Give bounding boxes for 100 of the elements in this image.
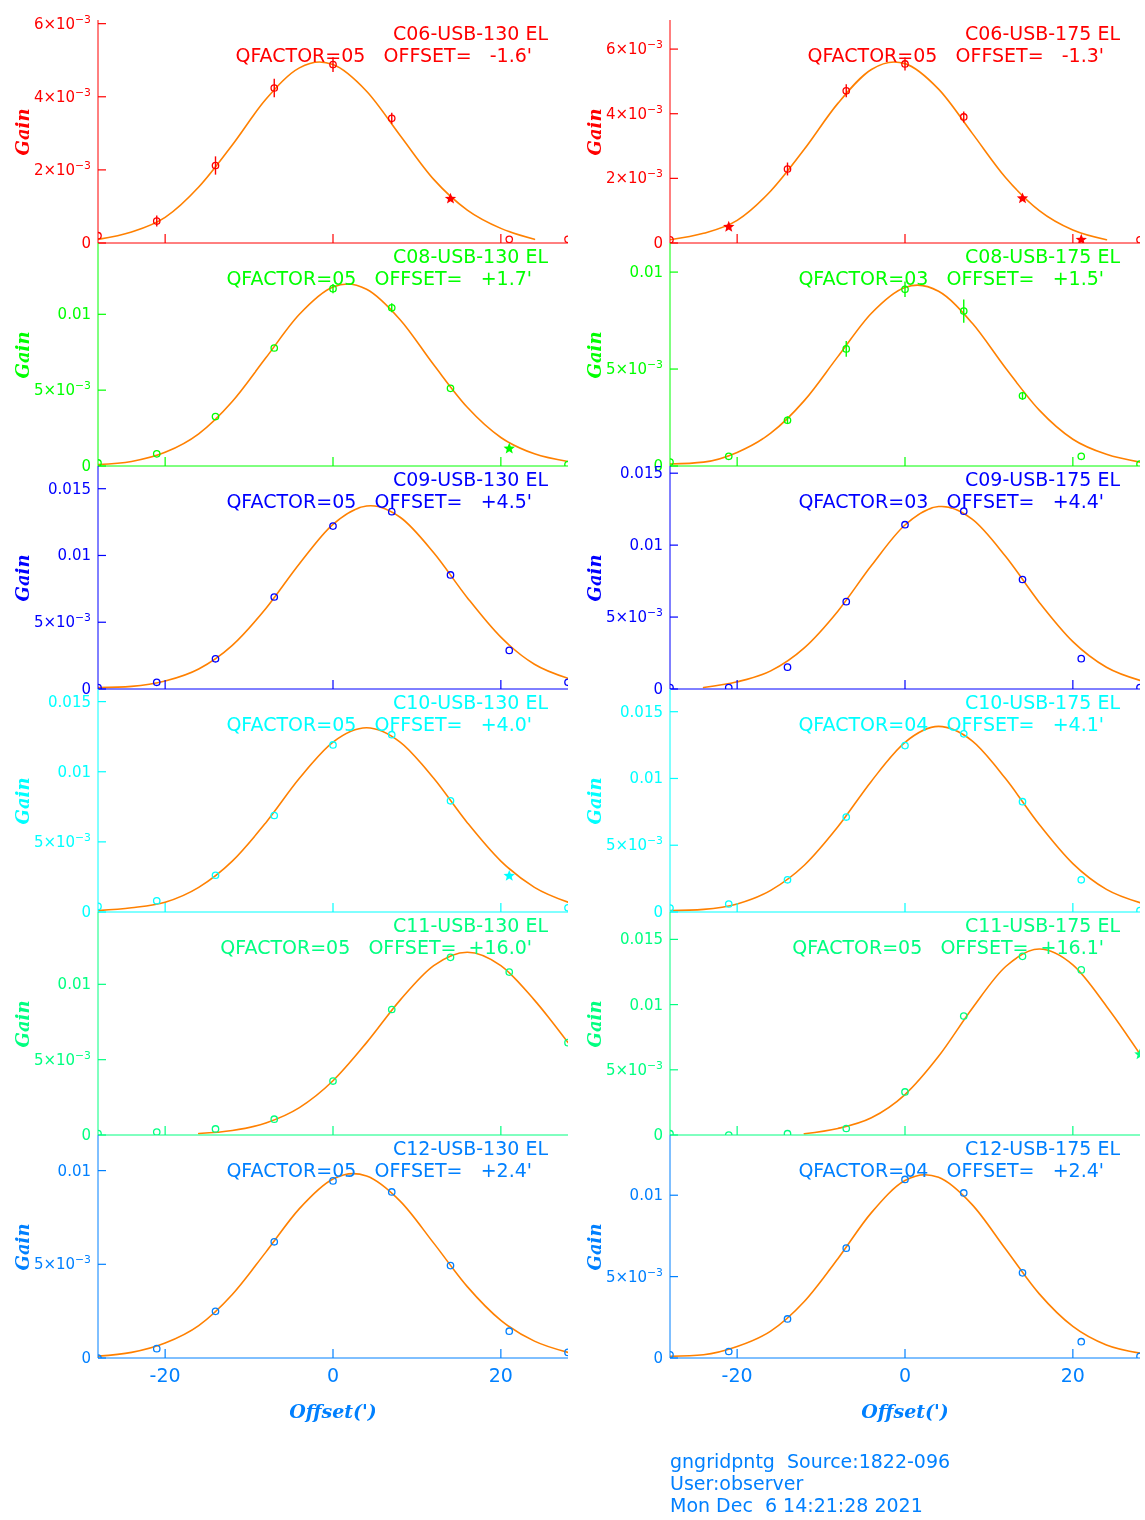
text: QFACTOR=04 OFFSET= +4.1' xyxy=(798,713,1104,735)
point xyxy=(152,450,161,458)
point xyxy=(842,1244,851,1252)
point xyxy=(505,1327,514,1336)
x-tick-label: 0 xyxy=(326,1364,340,1386)
x-tick-label: 0 xyxy=(898,1364,912,1386)
point xyxy=(503,869,515,881)
point xyxy=(270,1237,279,1246)
y-axis-title: Gain xyxy=(11,1223,33,1270)
y-axis-title: Gain xyxy=(583,777,605,824)
point xyxy=(270,84,279,92)
point xyxy=(387,1005,396,1014)
point xyxy=(1075,233,1087,243)
point xyxy=(842,1124,851,1133)
y-axis-title: Gain xyxy=(583,1223,605,1270)
point xyxy=(329,741,337,749)
y-tick-label: 5×10$^{−3}$ xyxy=(605,605,663,627)
y-tick-label: 0 xyxy=(81,1126,91,1144)
text: QFACTOR=05 OFFSET= -1.6' xyxy=(235,44,532,66)
x-tick-label: 20 xyxy=(1060,1364,1085,1386)
point xyxy=(724,900,733,908)
point xyxy=(211,1307,220,1316)
point xyxy=(901,1088,909,1096)
chart-title: C11-USB-130 EL xyxy=(392,914,548,936)
point xyxy=(505,646,514,655)
y-tick-label: 0.01 xyxy=(57,305,91,324)
y-tick-label: 5×10$^{−3}$ xyxy=(33,1252,91,1274)
point xyxy=(1077,875,1086,884)
point xyxy=(1077,1337,1086,1346)
y-axis-title: Gain xyxy=(583,108,605,155)
point xyxy=(959,1189,968,1197)
point xyxy=(152,896,161,905)
point xyxy=(329,1077,337,1085)
point xyxy=(270,1115,279,1124)
point xyxy=(387,114,396,123)
y-tick-label: 0 xyxy=(653,1126,663,1144)
point xyxy=(1018,575,1027,584)
point xyxy=(211,1125,220,1133)
text: QFACTOR=04 OFFSET= +2.4' xyxy=(798,1159,1104,1181)
y-tick-label: 5×10$^{−3}$ xyxy=(33,1048,91,1069)
y-axis-title: Gain xyxy=(11,331,33,378)
text: QFACTOR=03 OFFSET= +1.5' xyxy=(798,267,1104,289)
point xyxy=(505,235,514,243)
point xyxy=(959,1012,968,1020)
point xyxy=(270,344,279,352)
text: Mon Dec 6 14:21:28 2021 xyxy=(670,1494,923,1516)
point xyxy=(959,307,968,315)
text: QFACTOR=05 OFFSET= +4.5' xyxy=(226,490,532,512)
chart-title: C12-USB-175 EL xyxy=(964,1137,1120,1159)
y-tick-label: 0 xyxy=(81,457,91,475)
point xyxy=(1077,452,1086,461)
y-axis-title: Gain xyxy=(11,108,33,155)
y-tick-label: 6×10$^{−3}$ xyxy=(33,12,91,33)
y-axis-title: Gain xyxy=(11,554,33,601)
y-tick-label: 0.015 xyxy=(620,702,663,721)
y-tick-label: 4×10$^{−3}$ xyxy=(605,102,663,123)
text: QFACTOR=05 OFFSET= +1.7' xyxy=(226,267,532,289)
point xyxy=(1077,966,1086,974)
y-tick-label: 5×10$^{−3}$ xyxy=(33,610,91,632)
y-axis-title: Gain xyxy=(11,777,33,824)
text: QFACTOR=05 OFFSET= -1.3' xyxy=(807,44,1104,66)
point xyxy=(270,593,279,601)
y-tick-label: 0.01 xyxy=(57,546,91,565)
point xyxy=(211,412,220,421)
chart-title: C12-USB-130 EL xyxy=(392,1137,548,1159)
chart-title: C11-USB-175 EL xyxy=(964,914,1120,936)
y-axis-title: Gain xyxy=(11,1000,33,1047)
y-axis-title: Gain xyxy=(583,554,605,601)
y-tick-label: 5×10$^{−3}$ xyxy=(605,1265,663,1286)
point xyxy=(842,86,851,95)
chart-title: C08-USB-130 EL xyxy=(392,245,548,267)
point xyxy=(959,113,968,121)
y-tick-label: 0 xyxy=(653,1349,663,1367)
point xyxy=(842,345,851,353)
x-tick-label: -20 xyxy=(721,1364,753,1386)
y-tick-label: 5×10$^{−3}$ xyxy=(33,378,91,400)
chart-title: C09-USB-175 EL xyxy=(964,468,1120,490)
point xyxy=(446,1261,455,1270)
x-axis-title: Offset(') xyxy=(861,1400,949,1422)
point xyxy=(724,452,733,461)
x-tick-label: 20 xyxy=(488,1364,513,1386)
y-tick-label: 0.01 xyxy=(57,762,91,781)
point xyxy=(446,571,455,579)
y-tick-label: 0.01 xyxy=(57,1161,91,1180)
y-tick-label: 0.01 xyxy=(629,769,663,788)
text: User:observer xyxy=(670,1472,804,1494)
y-tick-label: 6×10$^{−3}$ xyxy=(605,37,663,59)
y-tick-label: 5×10$^{−3}$ xyxy=(605,833,663,855)
y-tick-label: 0.01 xyxy=(629,995,663,1014)
y-tick-label: 4×10$^{−3}$ xyxy=(33,85,91,106)
text: QFACTOR=05 OFFSET= +16.0' xyxy=(220,936,532,958)
chart-title: C09-USB-130 EL xyxy=(392,468,548,490)
point xyxy=(152,1344,161,1353)
point xyxy=(211,654,220,663)
chart-title: C10-USB-175 EL xyxy=(964,691,1120,713)
y-tick-label: 0.01 xyxy=(629,1186,663,1205)
point xyxy=(387,303,396,312)
y-tick-label: 0.01 xyxy=(57,975,91,994)
point xyxy=(211,871,220,880)
y-tick-label: 0 xyxy=(653,234,663,252)
